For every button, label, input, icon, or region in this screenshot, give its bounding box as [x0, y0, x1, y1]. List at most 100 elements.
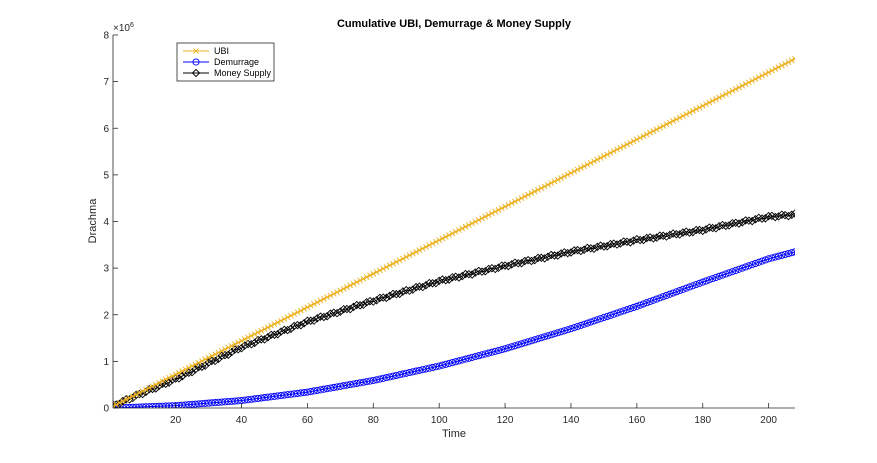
data-point-money-supply-26 — [191, 365, 200, 374]
data-point-demurrage-105 — [452, 358, 460, 366]
data-point-demurrage-57 — [293, 389, 302, 397]
data-point-demurrage-113 — [478, 351, 486, 359]
data-point-money-supply-150 — [599, 242, 609, 251]
plot-area — [113, 55, 795, 408]
data-point-ubi-116 — [488, 210, 495, 217]
data-point-ubi-15 — [156, 379, 163, 386]
data-point-demurrage-77 — [359, 378, 367, 386]
data-point-demurrage-70 — [336, 382, 344, 390]
x-tick-label-100: 100 — [431, 415, 448, 426]
data-point-money-supply-99 — [431, 278, 441, 288]
data-point-demurrage-122 — [508, 343, 516, 351]
data-point-money-supply-156 — [619, 237, 628, 246]
data-point-money-supply-129 — [530, 255, 539, 265]
series-line-demurrage — [113, 251, 795, 408]
data-point-demurrage-64 — [317, 386, 325, 394]
data-point-money-supply-84 — [382, 293, 391, 303]
data-point-demurrage-149 — [597, 315, 605, 323]
data-point-ubi-19 — [169, 373, 176, 380]
data-point-demurrage-175 — [682, 284, 690, 292]
data-point-ubi-41 — [241, 336, 248, 343]
chart-title: Cumulative UBI, Demurrage & Money Supply — [337, 18, 572, 30]
data-point-money-supply-80 — [369, 297, 378, 306]
data-point-demurrage-73 — [346, 381, 354, 389]
data-point-ubi-203 — [775, 64, 782, 71]
data-point-demurrage-157 — [623, 306, 631, 314]
data-point-demurrage-98 — [429, 363, 437, 372]
data-point-demurrage-60 — [303, 388, 311, 396]
data-point-ubi-100 — [436, 237, 443, 244]
data-point-demurrage-52 — [277, 391, 285, 400]
data-point-ubi-146 — [587, 160, 594, 166]
data-point-demurrage-162 — [639, 300, 647, 308]
data-point-money-supply-165 — [649, 234, 658, 243]
legend-swatch-marker-ubi — [193, 48, 199, 54]
x-tick-label-20: 20 — [170, 415, 182, 426]
data-point-demurrage-79 — [366, 377, 374, 385]
data-point-demurrage-154 — [613, 309, 621, 317]
data-point-demurrage-114 — [481, 350, 489, 358]
data-point-money-supply-86 — [388, 289, 398, 299]
data-point-demurrage-100 — [435, 362, 443, 370]
axes: 20 40 60 80 100 120 140 160 180 200 0 1 2 3 4 5 6 7 8 — [103, 31, 795, 426]
data-point-demurrage-41 — [241, 396, 249, 404]
data-point-money-supply-115 — [484, 264, 493, 274]
data-point-demurrage-198 — [758, 257, 766, 265]
data-point-demurrage-56 — [290, 390, 298, 398]
data-point-demurrage-158 — [626, 305, 634, 313]
data-point-ubi-205 — [782, 60, 789, 67]
data-point-money-supply-103 — [444, 275, 454, 284]
data-point-demurrage-107 — [458, 356, 466, 364]
data-point-money-supply-181 — [701, 225, 711, 234]
data-point-demurrage-49 — [267, 393, 275, 401]
data-point-money-supply-61 — [306, 316, 315, 325]
data-point-money-supply-147 — [589, 244, 599, 253]
data-point-demurrage-156 — [620, 307, 628, 315]
data-point-demurrage-140 — [567, 325, 575, 333]
data-point-money-supply-101 — [438, 275, 447, 284]
y-axis-label: Drachma — [87, 198, 99, 244]
data-point-ubi-89 — [400, 255, 406, 262]
data-point-money-supply-70 — [336, 307, 345, 316]
data-point-money-supply-28 — [197, 362, 207, 372]
data-point-ubi-181 — [703, 101, 709, 108]
data-point-money-supply-177 — [688, 227, 698, 237]
data-point-ubi-175 — [683, 111, 690, 118]
data-point-money-supply-37 — [227, 347, 236, 357]
data-point-money-supply-83 — [378, 293, 388, 302]
data-point-demurrage-97 — [425, 364, 433, 372]
data-point-ubi-204 — [778, 62, 785, 69]
data-point-money-supply-140 — [566, 248, 576, 257]
data-point-demurrage-59 — [300, 389, 308, 397]
data-point-money-supply-102 — [441, 275, 450, 285]
x-tick-label-60: 60 — [302, 415, 314, 426]
data-point-ubi-197 — [755, 74, 762, 81]
data-point-ubi-64 — [317, 297, 324, 304]
data-point-demurrage-184 — [712, 273, 720, 282]
data-point-ubi-163 — [643, 131, 650, 138]
data-point-demurrage-39 — [234, 397, 242, 405]
data-point-ubi-43 — [248, 332, 255, 339]
data-point-money-supply-50 — [270, 330, 279, 339]
data-point-demurrage-69 — [333, 383, 341, 391]
data-point-ubi-155 — [617, 144, 624, 151]
x-axis-label: Time — [442, 428, 466, 440]
data-point-demurrage-161 — [636, 301, 644, 309]
data-point-ubi-156 — [620, 143, 627, 150]
data-point-demurrage-147 — [590, 317, 598, 325]
data-point-demurrage-181 — [702, 277, 710, 285]
data-point-demurrage-207 — [788, 249, 795, 257]
data-point-demurrage-134 — [547, 331, 555, 339]
data-point-demurrage-204 — [778, 251, 786, 259]
data-point-ubi-12 — [146, 384, 153, 391]
data-point-money-supply-186 — [718, 220, 727, 230]
data-point-money-supply-131 — [537, 253, 546, 262]
data-point-money-supply-63 — [313, 314, 322, 323]
series-line-ubi — [113, 58, 795, 407]
data-point-ubi-170 — [666, 119, 673, 126]
data-point-money-supply-180 — [698, 226, 707, 236]
data-point-ubi-179 — [696, 104, 703, 111]
data-point-demurrage-63 — [313, 386, 321, 394]
data-point-ubi-54 — [284, 314, 291, 321]
data-point-demurrage-124 — [514, 341, 522, 349]
